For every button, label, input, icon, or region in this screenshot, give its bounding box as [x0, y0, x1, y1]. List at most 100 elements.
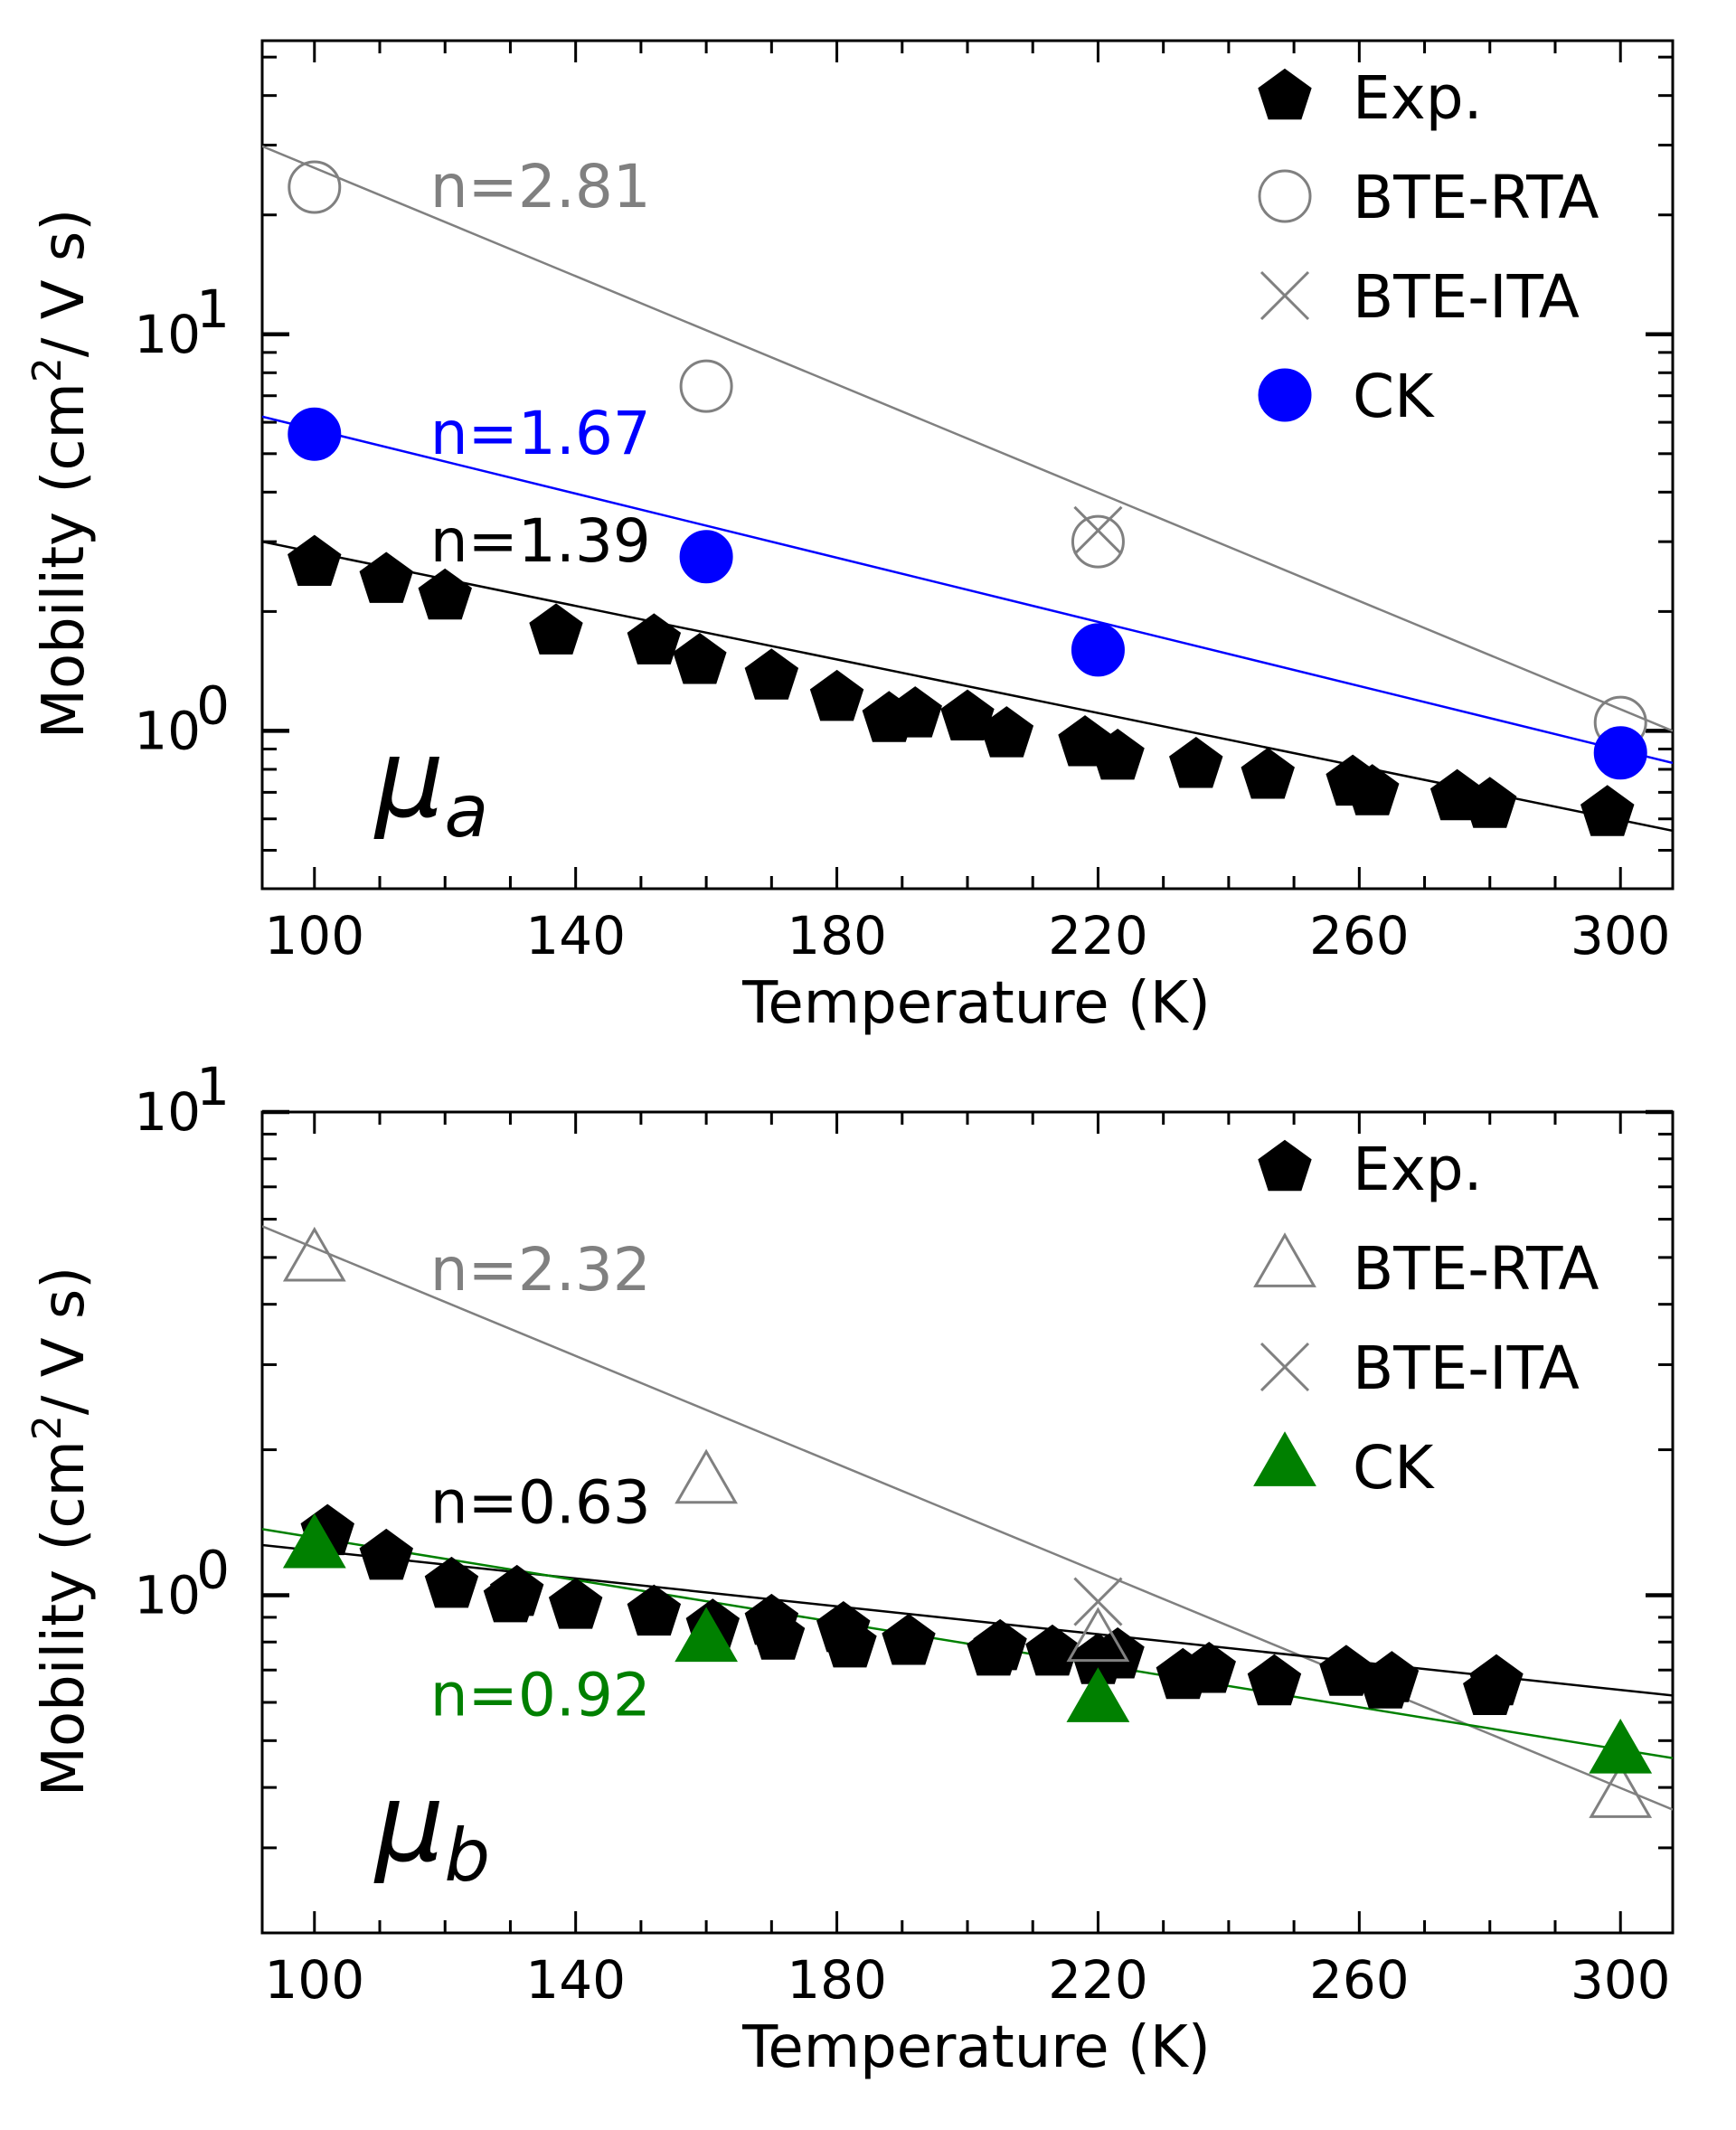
legend-marker — [1258, 169, 1312, 223]
y-tick-exponent: 0 — [196, 674, 230, 736]
fit-annotation: n=1.67 — [430, 399, 651, 468]
x-ticks — [313, 1112, 1622, 1933]
data-point — [673, 632, 727, 684]
legend-label: Exp. — [1353, 1135, 1483, 1204]
data-point — [1589, 1763, 1653, 1818]
series-bte-rta — [288, 160, 1647, 749]
legend-marker — [1258, 1139, 1312, 1192]
legend-marker — [1253, 1232, 1316, 1287]
x-tick-label: 100 — [264, 905, 364, 966]
data-point — [750, 1608, 806, 1660]
data-point — [282, 1513, 346, 1569]
series-exp — [288, 534, 1635, 836]
legend-marker — [1258, 368, 1312, 422]
data-point — [809, 669, 864, 721]
data-point — [1071, 623, 1125, 677]
data-point — [288, 160, 342, 214]
fit-annotation: n=1.39 — [430, 506, 651, 576]
legend-label: CK — [1353, 1433, 1435, 1503]
legend-marker — [1260, 270, 1310, 321]
y-tick-label: 10 — [134, 700, 201, 761]
data-point — [627, 1584, 682, 1636]
data-point — [627, 613, 682, 664]
fit-line — [262, 1543, 1673, 1697]
x-tick-label: 180 — [787, 1949, 887, 2011]
fit-annotation: n=0.63 — [430, 1468, 651, 1538]
legend-label: BTE-ITA — [1353, 262, 1580, 332]
data-point — [1463, 777, 1517, 828]
y-axis-label-main: Mobility (cm — [31, 1440, 98, 1796]
fit-line — [262, 415, 1673, 765]
series-bte-rta — [282, 1226, 1653, 1818]
x-tick-label: 180 — [787, 905, 887, 966]
x-tick-label: 220 — [1048, 905, 1148, 966]
data-point — [888, 686, 942, 738]
data-point — [973, 1618, 1027, 1671]
x-tick-label: 260 — [1309, 905, 1410, 966]
data-point — [288, 407, 342, 461]
legend-label: CK — [1353, 362, 1435, 431]
y-tick-exponent: 0 — [196, 1539, 230, 1600]
data-point — [1580, 785, 1635, 836]
fit-annotation: n=2.32 — [430, 1235, 651, 1305]
panel-label-symbol: μ — [373, 717, 444, 843]
data-point — [359, 1528, 413, 1580]
legend: Exp. BTE-RTA BTE-ITA CK — [1253, 1135, 1599, 1503]
series-exp — [300, 1503, 1524, 1715]
x-tick-label: 260 — [1309, 1949, 1410, 2011]
y-tick-exponent: 1 — [196, 278, 230, 340]
data-point — [1071, 514, 1125, 569]
fit-line — [262, 145, 1673, 732]
data-point — [1025, 1624, 1080, 1676]
marker-x-stroke-2 — [1073, 505, 1123, 555]
data-point — [1090, 728, 1145, 780]
data-point — [359, 551, 413, 603]
x-tick-label: 300 — [1571, 905, 1671, 966]
legend-marker — [1253, 1431, 1316, 1486]
data-point — [1247, 1654, 1302, 1706]
y-tick-label: 10 — [134, 304, 201, 365]
data-point — [1090, 1626, 1145, 1679]
data-point — [675, 1448, 738, 1504]
marker-x-stroke-2 — [1073, 1577, 1123, 1626]
y-axis-label: Mobility (cm2/ V s) — [24, 209, 99, 740]
marker-x-stroke-2 — [1260, 270, 1310, 321]
fit-line — [262, 1225, 1673, 1811]
data-point — [979, 706, 1034, 758]
panel-label-symbol: μ — [373, 1761, 444, 1887]
y-axis-label-sup: 2 — [24, 1415, 71, 1440]
data-point — [529, 603, 583, 655]
x-tick-label: 100 — [264, 1949, 364, 2011]
y-tick-label: 10 — [134, 1564, 201, 1626]
data-point — [675, 1607, 738, 1663]
data-point — [489, 1564, 544, 1616]
panel-label-subscript: b — [444, 1814, 490, 1898]
panel-label: μa — [373, 717, 488, 853]
fit-annotation: n=0.92 — [430, 1660, 651, 1729]
data-point — [1182, 1641, 1236, 1693]
legend-marker — [1260, 1342, 1310, 1392]
panel-label: μb — [373, 1761, 490, 1898]
panel-label-subscript: a — [444, 769, 488, 853]
marker-x-stroke-2 — [1260, 1342, 1310, 1392]
data-point — [1169, 736, 1223, 788]
x-tick-label: 140 — [525, 905, 626, 966]
data-point — [1469, 1654, 1524, 1706]
y-tick-label: 10 — [134, 1081, 201, 1143]
data-point — [1589, 1718, 1653, 1774]
x-tick-label: 300 — [1571, 1949, 1671, 2011]
legend-label: BTE-RTA — [1353, 163, 1599, 232]
series-bte-ita — [1073, 505, 1123, 555]
legend: Exp. BTE-RTA BTE-ITA CK — [1258, 63, 1599, 431]
plot-frame — [260, 1110, 1675, 1935]
legend-marker — [1258, 68, 1312, 120]
x-axis-label: Temperature (K) — [741, 970, 1211, 1037]
data-point — [1345, 764, 1400, 815]
data-point — [1073, 505, 1123, 555]
series-ck — [282, 1513, 1653, 1774]
x-tick-label: 140 — [525, 1949, 626, 2011]
plot-frame — [260, 39, 1675, 891]
series-ck — [288, 407, 1647, 780]
